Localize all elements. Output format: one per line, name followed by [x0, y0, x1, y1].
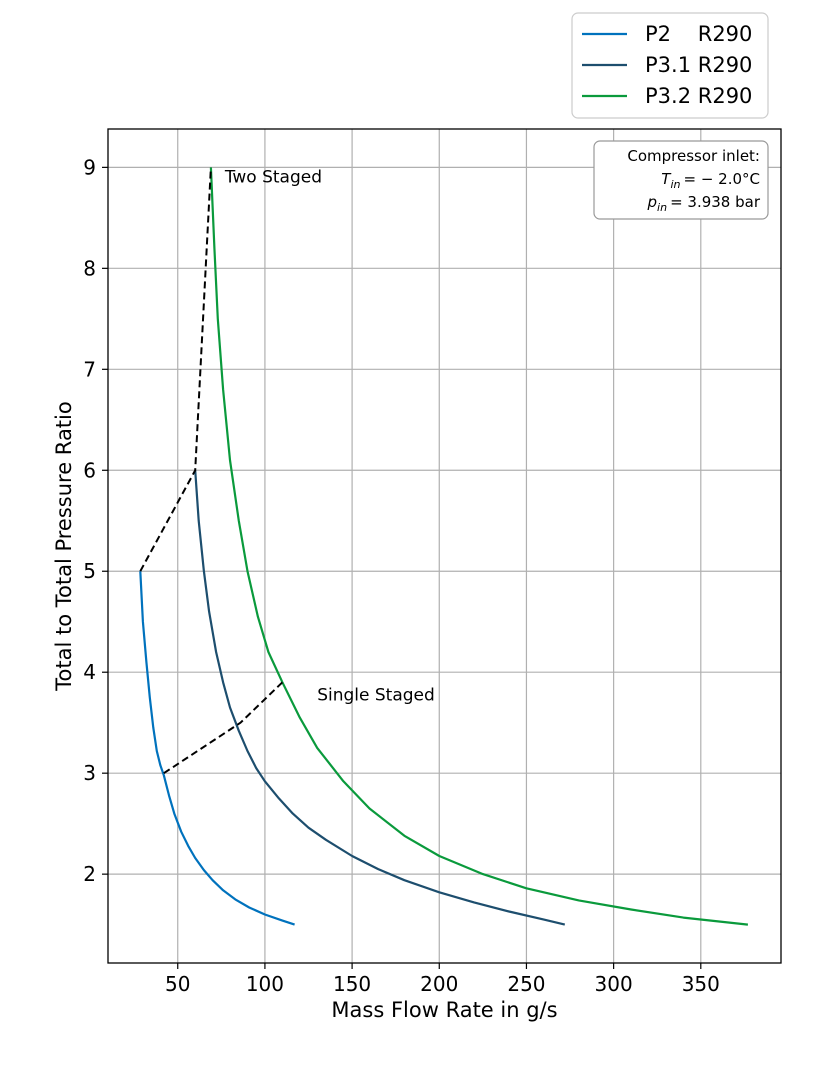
y-tick-label: 5 — [83, 559, 96, 583]
series-layer — [139, 167, 749, 926]
plot-frame — [107, 128, 782, 964]
info-box-frame — [593, 140, 769, 220]
legend: P2 R290 P3.1 R290 P3.2 R290 — [571, 12, 769, 119]
series-line-p3-1-r290 — [194, 470, 566, 926]
x-tick-label: 200 — [420, 972, 458, 996]
legend-label-p32: P3.2 R290 — [645, 84, 752, 108]
y-tick-label: 9 — [83, 155, 96, 179]
legend-label-p2: P2 R290 — [645, 22, 752, 46]
info-box-pressure: pin = 3.938 bar — [647, 193, 761, 214]
y-tick-label: 6 — [83, 458, 96, 482]
series-line-p2-r290 — [139, 571, 295, 926]
annotation-two-staged: Two Staged — [224, 168, 322, 188]
series-line-two-staged — [139, 167, 212, 572]
x-tick-label: 300 — [595, 972, 633, 996]
y-tick-label: 4 — [83, 660, 96, 684]
info-box: Compressor inlet: Tin = − 2.0°C pin = 3.93… — [593, 140, 769, 220]
info-box-title: Compressor inlet: — [627, 147, 760, 165]
y-tick-label: 3 — [83, 761, 96, 785]
x-tick-label: 150 — [333, 972, 371, 996]
ticks: 50 100 150 200 250 300 350 2 3 4 5 6 7 8 9 — [83, 155, 720, 996]
y-tick-label: 7 — [83, 357, 96, 381]
info-box-temperature: Tin = − 2.0°C — [661, 170, 760, 191]
x-tick-label: 250 — [507, 972, 545, 996]
annotations: Two Staged Single Staged — [224, 168, 435, 706]
x-tick-label: 100 — [246, 972, 284, 996]
legend-label-p31: P3.1 R290 — [645, 53, 752, 77]
x-axis-label: Mass Flow Rate in g/s — [331, 998, 557, 1022]
legend-frame — [571, 12, 769, 119]
y-axis-label: Total to Total Pressure Ratio — [52, 401, 76, 691]
series-line-single-staged — [163, 681, 284, 775]
x-tick-label: 50 — [165, 972, 190, 996]
annotation-single-staged: Single Staged — [317, 685, 435, 705]
grid — [108, 129, 781, 963]
series-line-p3-2-r290 — [209, 167, 749, 926]
y-tick-label: 8 — [83, 256, 96, 280]
y-tick-label: 2 — [83, 862, 96, 886]
x-tick-label: 350 — [682, 972, 720, 996]
